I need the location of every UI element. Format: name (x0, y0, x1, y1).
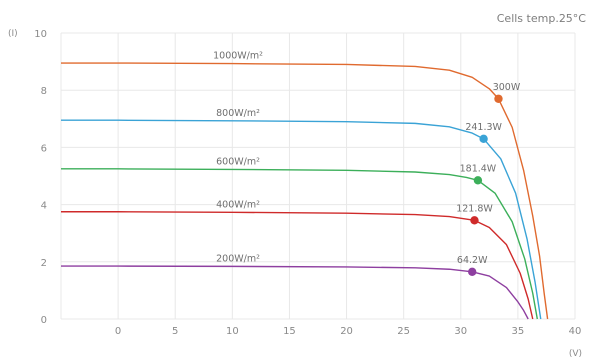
x-tick-label: 35 (512, 326, 525, 337)
series-label: 400W/m² (216, 199, 260, 210)
x-tick-label: 5 (172, 326, 178, 337)
x-tick-label: 40 (569, 326, 582, 337)
labels: 1000W/m² 300W 800W/m² 241.3W 600W/m² 181.4W 40… (213, 51, 521, 266)
mpp-label: 241.3W (465, 122, 502, 133)
mpp-label: 181.4W (460, 163, 497, 174)
y-tick-label: 8 (41, 86, 47, 97)
mpp-label: 121.8W (456, 203, 493, 214)
series-label: 1000W/m² (213, 51, 263, 62)
iv-curve-line (61, 168, 538, 320)
mpp-marker (468, 267, 477, 277)
x-tick-label: 10 (226, 326, 239, 337)
mpp-markers (468, 94, 503, 277)
cells-temp-note: Cells temp.25°C (497, 12, 587, 25)
y-tick-label: 2 (41, 258, 47, 269)
x-axis-unit: (V) (569, 349, 582, 359)
iv-curve-line (61, 265, 529, 320)
y-tick-label: 6 (41, 143, 47, 154)
y-axis-unit: (I) (8, 29, 18, 39)
mpp-marker (494, 94, 503, 103)
x-tick-label: 25 (397, 326, 410, 337)
series-label: 600W/m² (216, 156, 260, 167)
series-label: 800W/m² (216, 108, 260, 119)
mpp-marker (473, 176, 483, 185)
iv-curve-line (61, 211, 534, 320)
iv-curve-line (61, 119, 542, 320)
x-tick-label: 20 (340, 326, 353, 337)
axis-ticks: 0 5 10 15 20 25 30 35 40 0 2 4 6 8 10 (34, 29, 581, 337)
y-tick-label: 4 (41, 201, 47, 212)
curves (61, 62, 549, 320)
mpp-label: 64.2W (457, 255, 488, 266)
mpp-marker (470, 216, 479, 225)
x-tick-label: 0 (115, 326, 121, 337)
y-tick-label: 0 (41, 315, 47, 326)
series-label: 200W/m² (216, 253, 260, 264)
iv-curve-line (61, 62, 549, 320)
grid (60, 32, 576, 320)
x-tick-label: 15 (283, 326, 296, 337)
y-tick-label: 10 (34, 29, 47, 40)
x-tick-label: 30 (454, 326, 467, 337)
mpp-marker (479, 134, 488, 144)
mpp-label: 300W (493, 82, 521, 93)
